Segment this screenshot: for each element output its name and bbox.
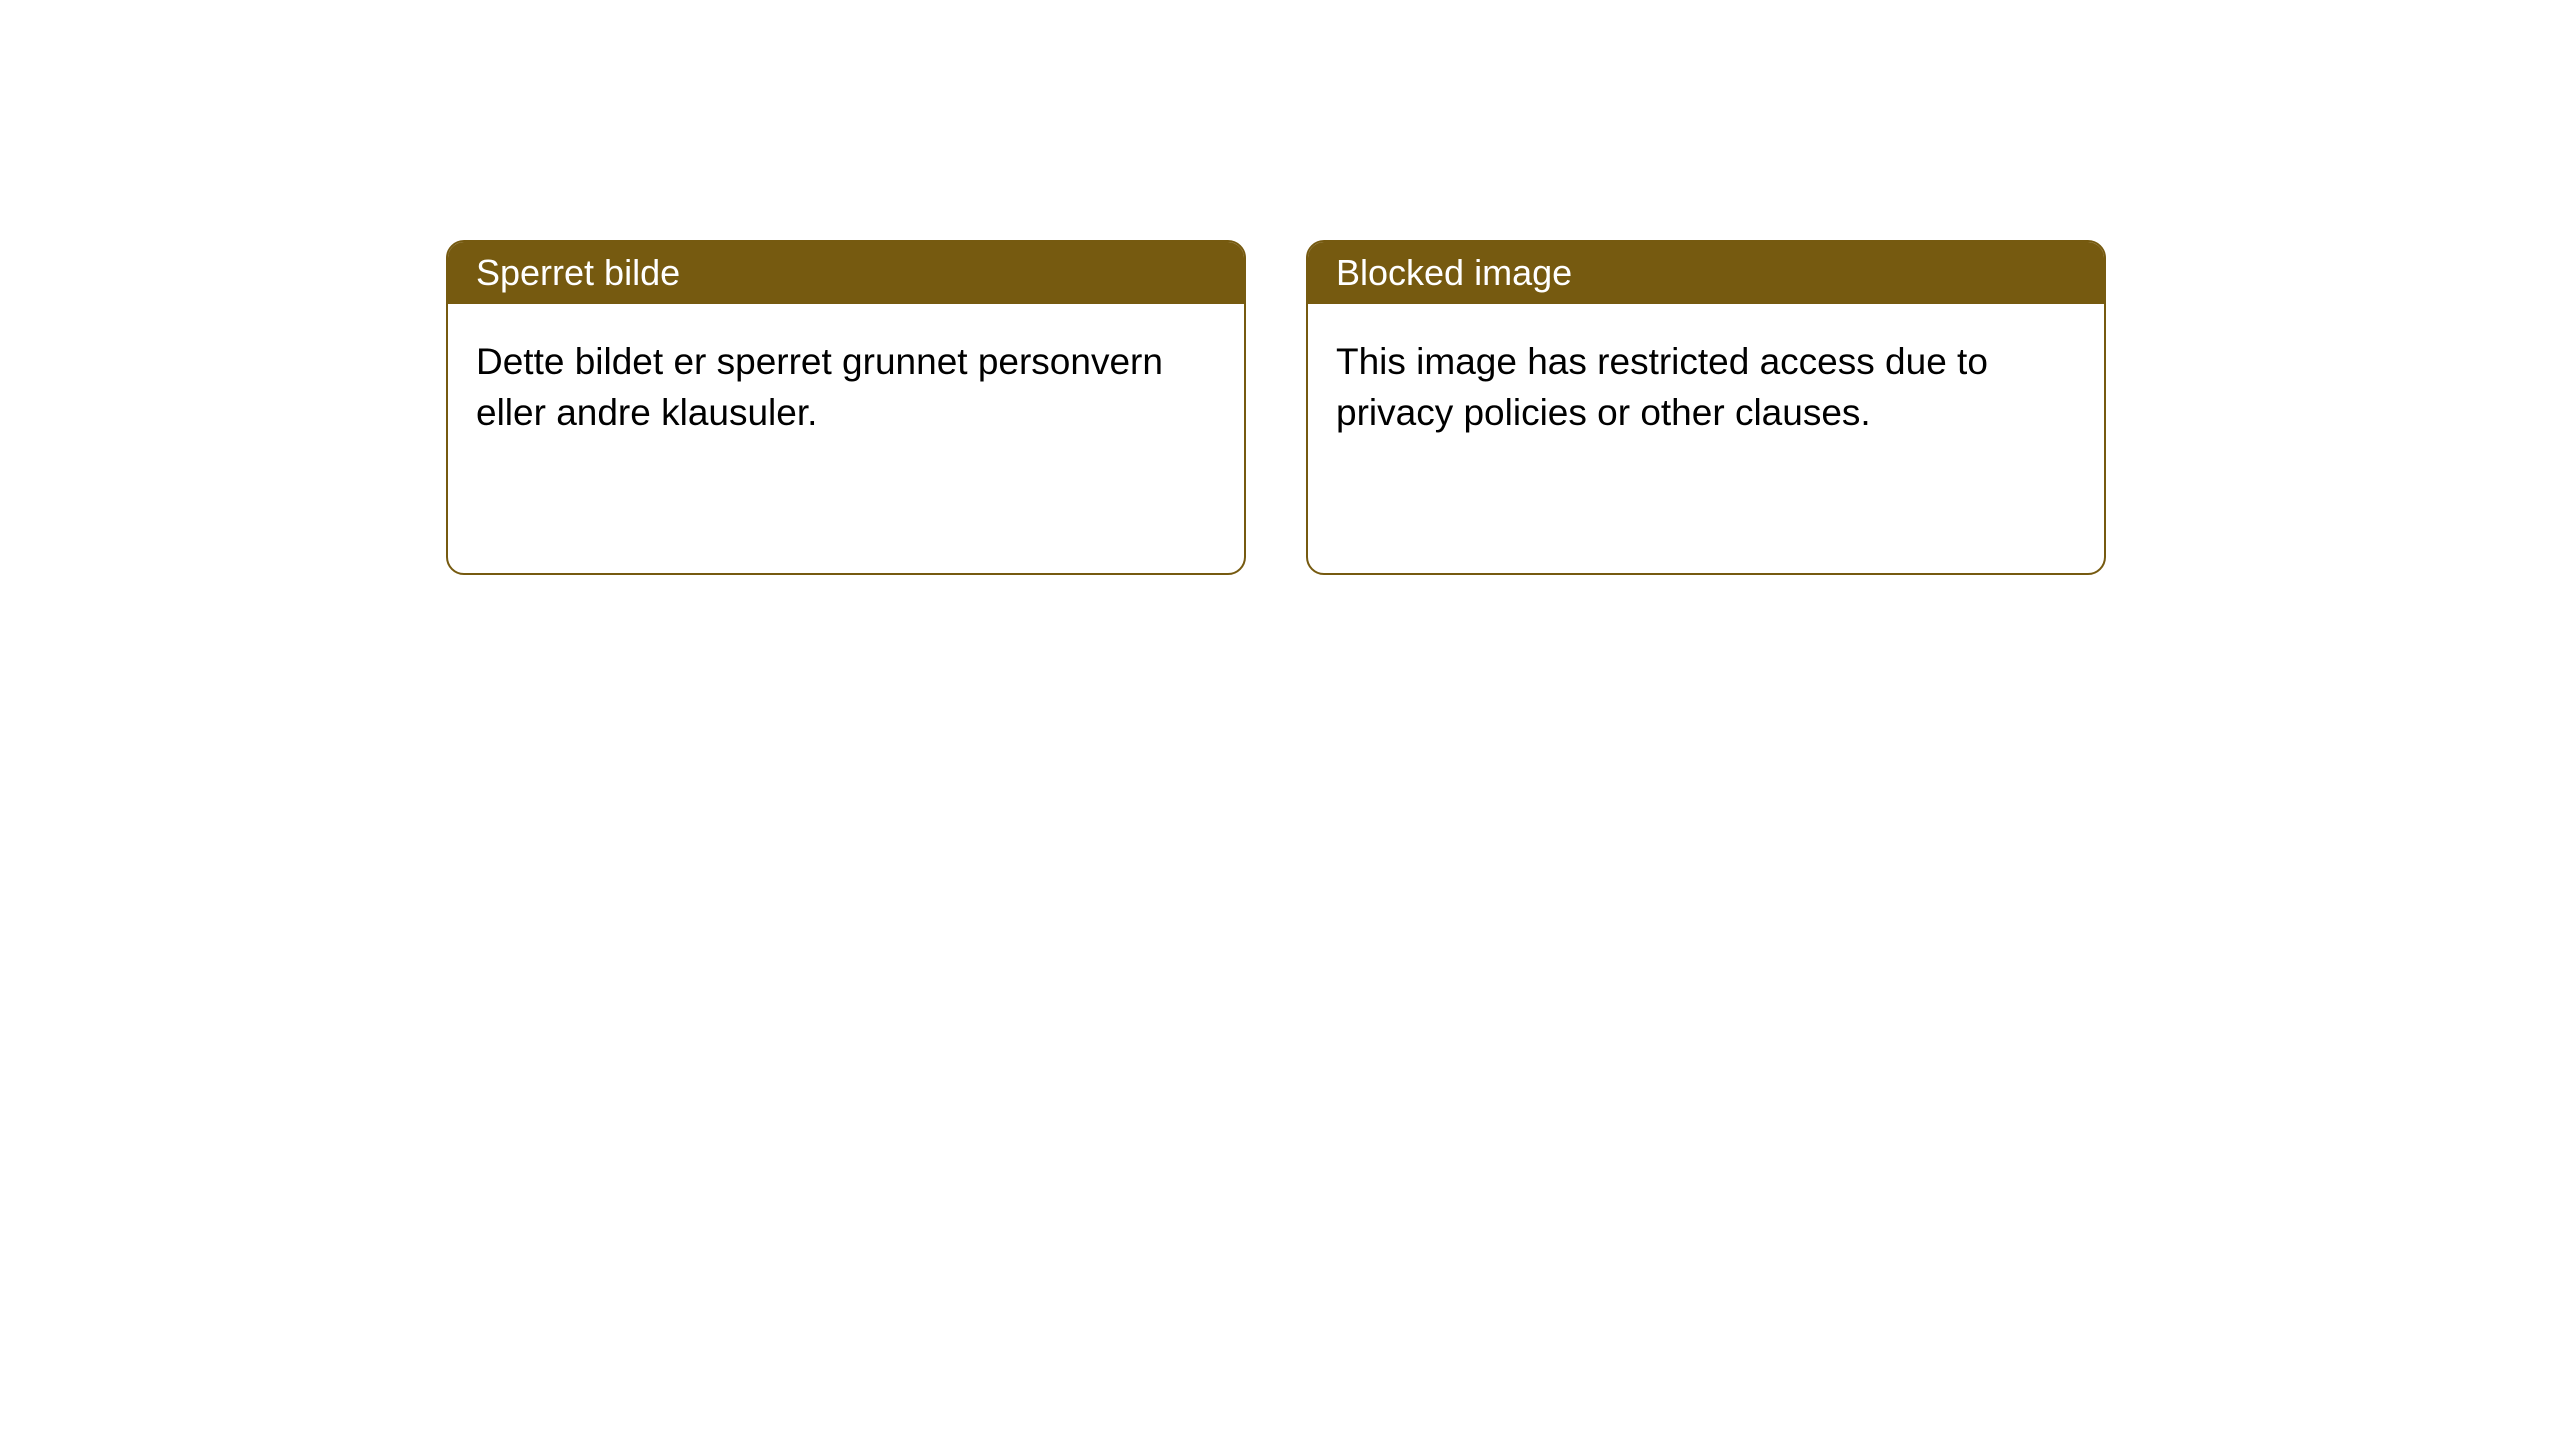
notice-card-title: Sperret bilde (448, 242, 1244, 304)
notice-card-norwegian: Sperret bilde Dette bildet er sperret gr… (446, 240, 1246, 575)
notice-card-container: Sperret bilde Dette bildet er sperret gr… (446, 240, 2106, 575)
notice-card-english: Blocked image This image has restricted … (1306, 240, 2106, 575)
notice-card-title: Blocked image (1308, 242, 2104, 304)
notice-card-body: This image has restricted access due to … (1308, 304, 2104, 573)
notice-card-body: Dette bildet er sperret grunnet personve… (448, 304, 1244, 573)
